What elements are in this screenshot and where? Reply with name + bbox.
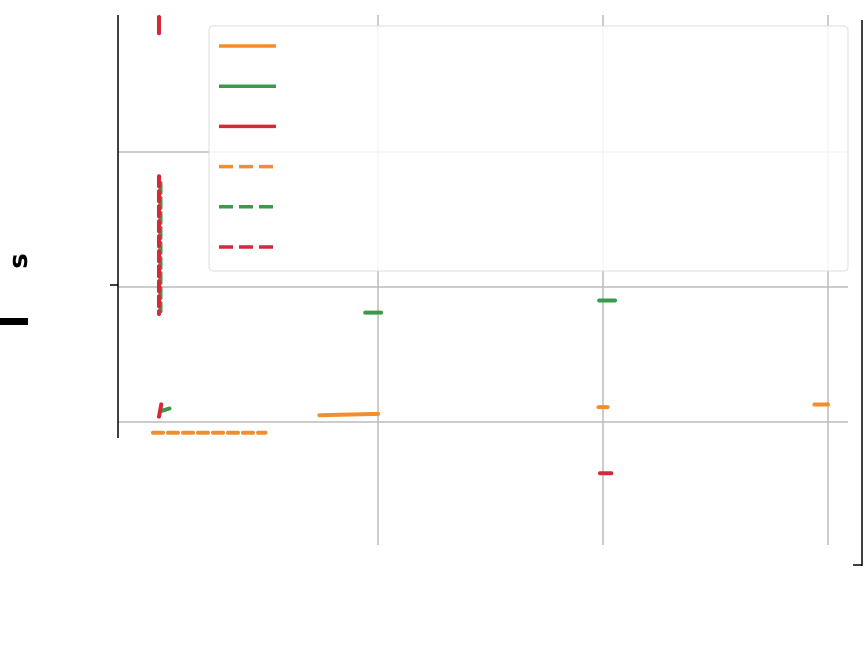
axes (110, 15, 863, 566)
series-2-segment (157, 402, 164, 419)
legend (208, 25, 849, 272)
legend-box (208, 25, 849, 272)
series-marks (151, 15, 830, 476)
series-0-segment (317, 411, 380, 418)
y-axis-label-fragment (0, 318, 28, 325)
